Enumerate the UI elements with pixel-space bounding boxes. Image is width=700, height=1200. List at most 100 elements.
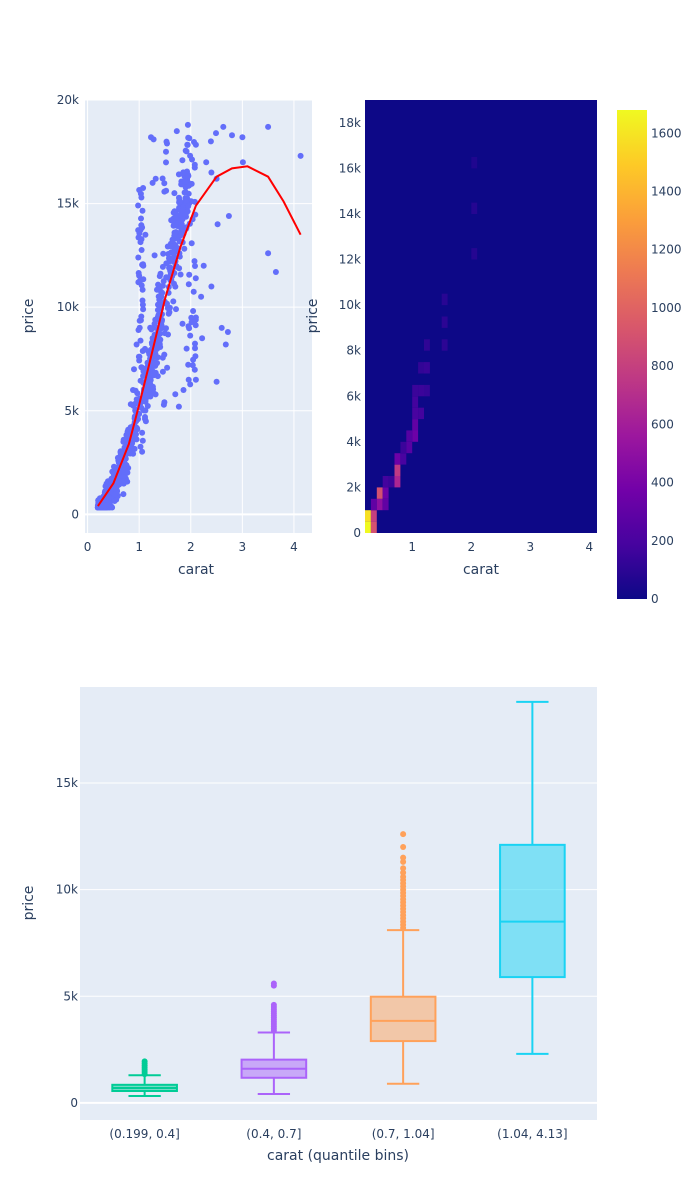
scatter-point (222, 341, 229, 348)
scatter-point (142, 418, 149, 425)
heatmap-cell (382, 487, 389, 499)
heatmap-y-tick-label: 4k (346, 435, 361, 449)
scatter-point (135, 234, 142, 241)
boxplot-y-tick-label: 10k (56, 883, 78, 897)
scatter-point (111, 485, 118, 492)
scatter-point (224, 329, 231, 335)
scatter-point (155, 281, 162, 288)
scatter-point (185, 203, 192, 209)
scatter-point (191, 258, 198, 265)
scatter-point (135, 254, 142, 261)
heatmap-cell (412, 396, 419, 408)
scatter-point (185, 281, 192, 288)
scatter-x-tick-label: 0 (84, 540, 92, 554)
boxplot-tick-labels: 0 5k 10k 15k (0.199, 0.4] (0.4, 0.7] (0.7, 1.0… (56, 776, 568, 1141)
boxplot-y-tick-label: 0 (70, 1096, 78, 1110)
boxplot-x-tick-label: (0.199, 0.4] (109, 1127, 179, 1141)
scatter-point (139, 429, 146, 436)
scatter-point (163, 159, 169, 166)
scatter-point (156, 336, 163, 343)
boxplot-marks (111, 700, 566, 1097)
scatter-y-tick-label: 0 (71, 507, 79, 521)
scatter-point (297, 152, 304, 159)
colorbar (617, 110, 647, 599)
scatter-point (208, 169, 215, 176)
heatmap-y-tick-label: 18k (339, 116, 361, 130)
box-outlier (270, 980, 277, 987)
scatter-point (187, 381, 194, 388)
colorbar-tick-label: 1000 (651, 301, 682, 315)
scatter-x-tick-label: 1 (135, 540, 143, 554)
heatmap-y-tick-label: 14k (339, 207, 361, 221)
scatter-point (138, 247, 145, 253)
scatter-point (186, 271, 193, 278)
scatter-point (112, 491, 119, 498)
scatter-point (137, 377, 144, 384)
scatter-point (159, 175, 166, 182)
scatter-point (135, 327, 142, 333)
scatter-point (151, 320, 158, 327)
scatter-point (173, 229, 179, 236)
scatter-point (139, 437, 146, 444)
heatmap-y-tick-label: 8k (346, 344, 361, 358)
scatter-point (148, 326, 155, 333)
colorbar-tick-label: 200 (651, 534, 674, 548)
colorbar-tick-label: 400 (651, 476, 674, 490)
scatter-point (185, 376, 192, 383)
scatter-point (152, 175, 159, 182)
scatter-point (181, 245, 188, 252)
scatter-point (139, 297, 146, 304)
heatmap-cell (394, 476, 401, 488)
scatter-point (182, 189, 189, 196)
scatter-y-tick-label: 10k (57, 300, 79, 314)
scatter-point (164, 140, 170, 147)
scatter-marks (94, 121, 304, 511)
scatter-point (156, 273, 163, 280)
scatter-point (165, 331, 171, 338)
box-iqr (499, 843, 566, 979)
scatter-panel: 0 1 2 3 4 0 5k 10k 15k 20k carat price (21, 93, 312, 578)
scatter-point (135, 227, 142, 234)
scatter-point (199, 335, 206, 342)
scatter-point (161, 180, 168, 187)
scatter-point (138, 215, 144, 222)
scatter-point (167, 243, 174, 250)
scatter-point (163, 148, 169, 155)
scatter-point (189, 362, 196, 369)
box-outlier (400, 854, 407, 861)
scatter-point (142, 231, 149, 238)
scatter-point (207, 138, 214, 145)
scatter-point (127, 401, 134, 408)
heatmap-cell (412, 384, 419, 397)
scatter-point (104, 502, 111, 509)
scatter-point (139, 207, 146, 214)
scatter-point (111, 498, 118, 504)
scatter-point (165, 251, 172, 257)
scatter-point (168, 217, 175, 224)
heatmap-y-tick-label: 2k (346, 480, 361, 494)
heatmap-y-axis-title: price (305, 299, 321, 334)
scatter-point (265, 123, 272, 130)
scatter-point (190, 308, 197, 314)
scatter-point (171, 253, 178, 260)
scatter-y-axis-title: price (21, 299, 37, 334)
scatter-point (140, 262, 147, 269)
heatmap-cell (424, 339, 430, 351)
scatter-point (265, 250, 272, 257)
scatter-point (151, 252, 158, 259)
scatter-point (173, 128, 180, 135)
box-outlier (400, 865, 407, 872)
scatter-point (137, 277, 143, 284)
heatmap-cell (471, 157, 478, 169)
heatmap-cell (412, 430, 419, 442)
scatter-y-tick-label: 5k (64, 404, 79, 418)
heatmap-cell (418, 362, 424, 374)
scatter-point (135, 353, 142, 360)
scatter-point (159, 263, 166, 270)
scatter-point (139, 348, 146, 354)
scatter-point (192, 340, 198, 347)
heatmap-cell (418, 407, 424, 420)
scatter-point (184, 141, 191, 148)
scatter-point (149, 179, 156, 186)
